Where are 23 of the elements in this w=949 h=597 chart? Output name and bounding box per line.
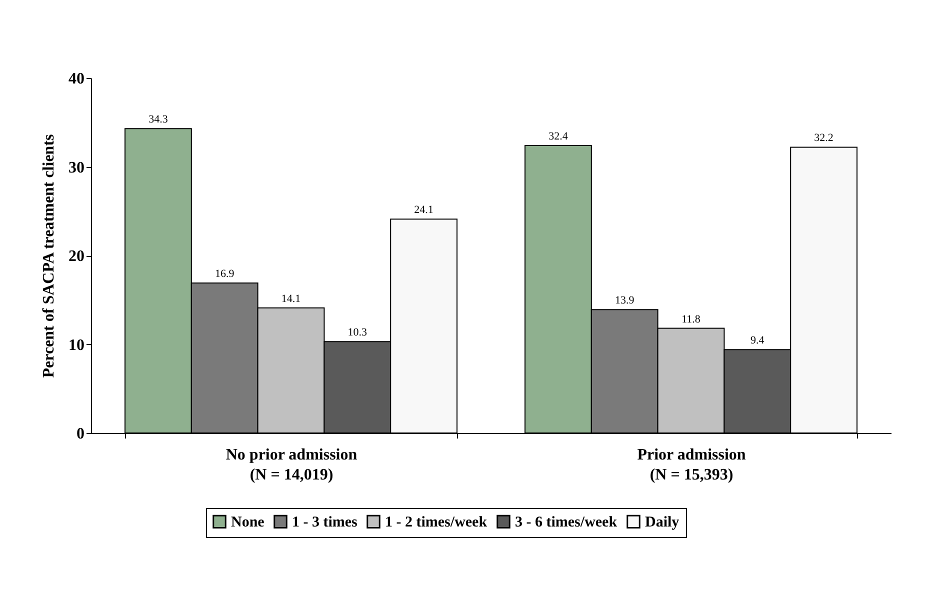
y-tick-label: 0 <box>76 426 84 442</box>
y-tick-label: 10 <box>68 336 84 354</box>
data-label: 14.1 <box>281 292 301 305</box>
data-label: 9.4 <box>750 334 765 347</box>
y-axis-title: Percent of SACPA treatment clients <box>40 134 58 378</box>
y-tick-label: 20 <box>68 248 84 265</box>
legend-label: Daily <box>645 514 680 531</box>
y-tick-label: 30 <box>68 159 84 176</box>
data-label: 16.9 <box>214 268 235 280</box>
x-tick-label: No prior admission (N = 14,019) <box>226 446 358 484</box>
y-tick-label: 40 <box>68 70 84 88</box>
legend-label: 1 - 2 times/week <box>385 514 488 531</box>
data-label: 32.4 <box>548 130 568 142</box>
x-tick-label: Prior admission (N = 15,393) <box>637 446 746 484</box>
data-label: 34.3 <box>148 114 168 126</box>
legend-label: 1 - 3 times <box>292 514 358 531</box>
data-label: 11.8 <box>682 313 701 326</box>
data-label: 10.3 <box>348 326 368 339</box>
legend-label: 3 - 6 times/week <box>515 514 618 531</box>
data-label: 24.1 <box>414 204 434 216</box>
data-label: 13.9 <box>614 294 635 307</box>
legend-label: None <box>231 514 265 531</box>
data-label: 32.2 <box>814 132 834 144</box>
